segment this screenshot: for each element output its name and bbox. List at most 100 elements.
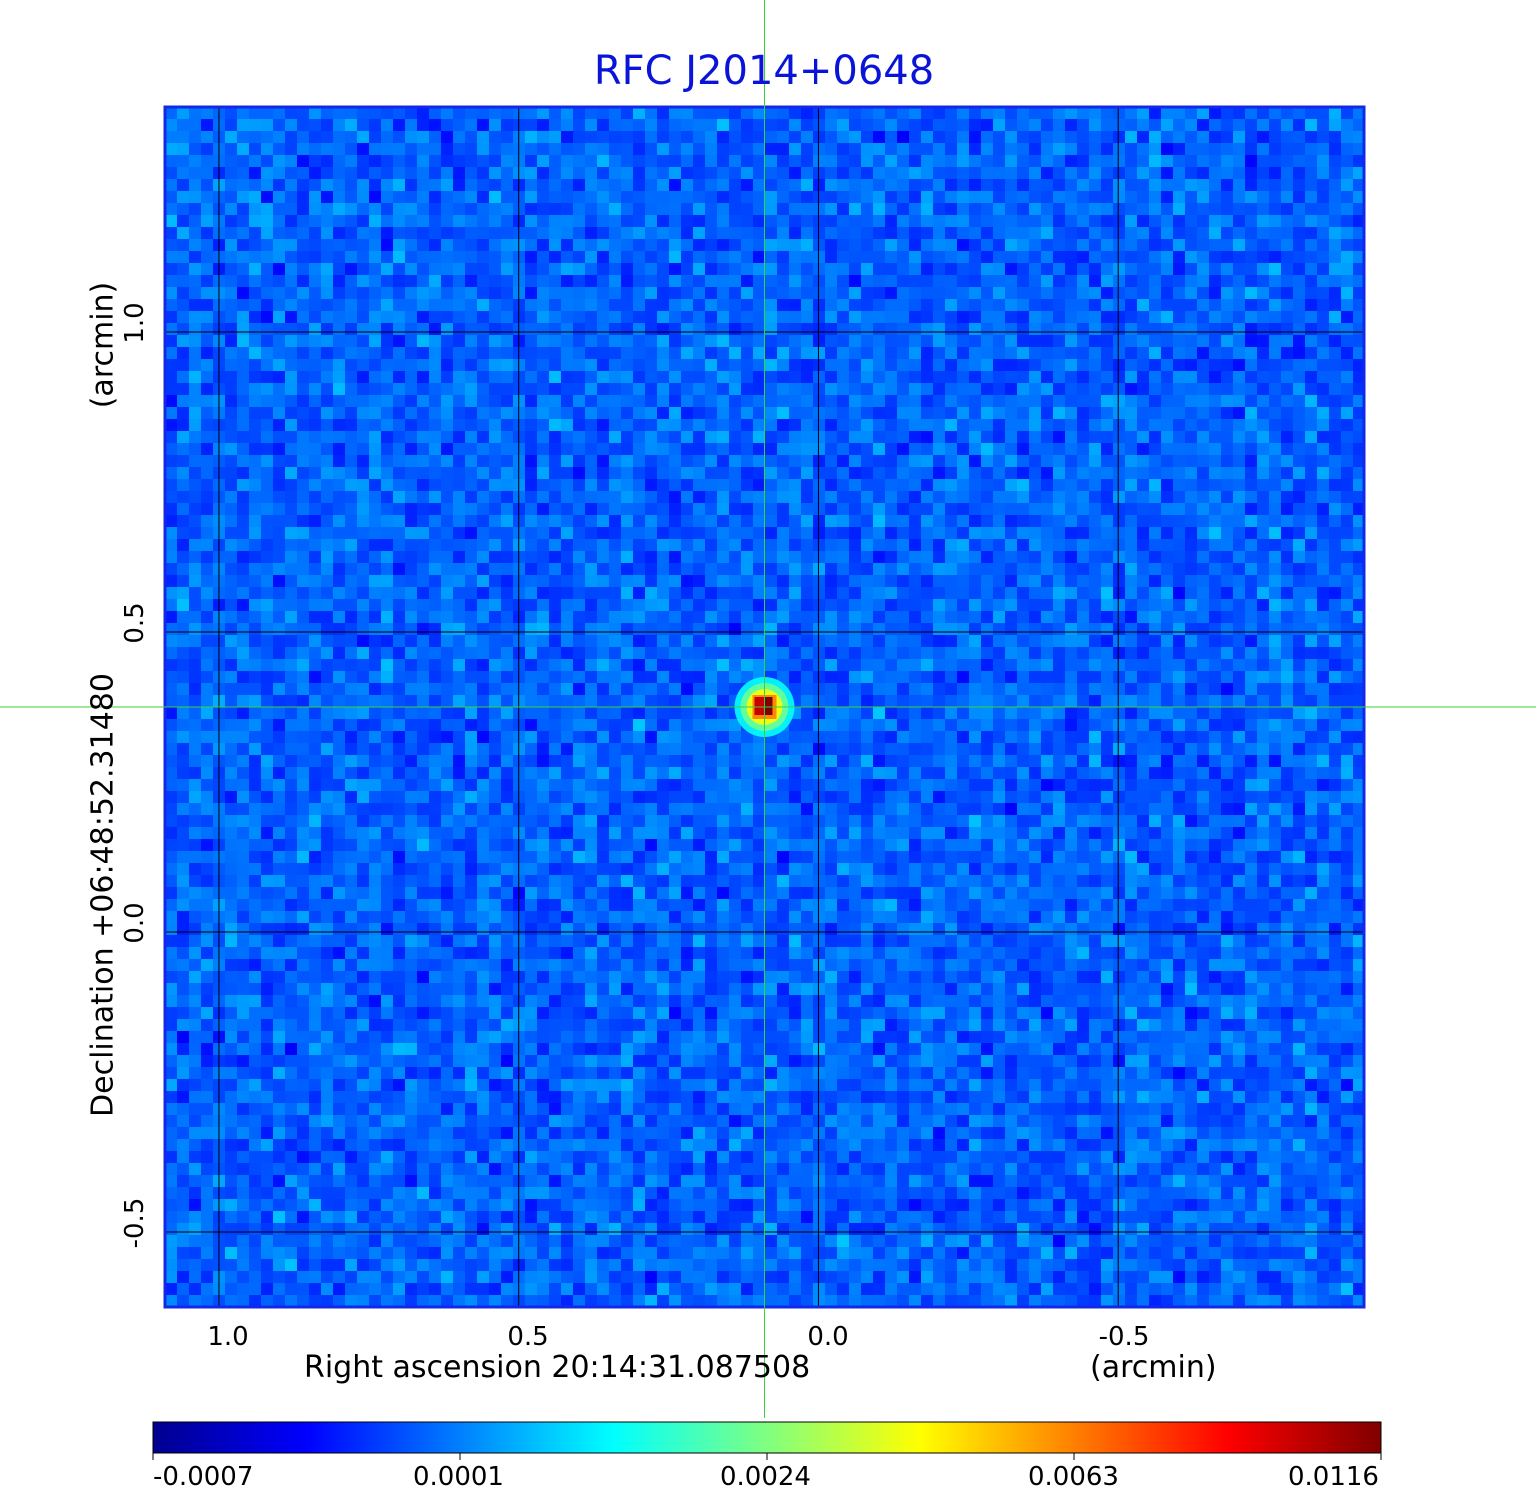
noise-pixel [1065, 419, 1077, 431]
noise-pixel [1281, 323, 1293, 335]
noise-pixel [561, 503, 573, 515]
noise-pixel [573, 143, 585, 155]
noise-pixel [1161, 287, 1173, 299]
noise-pixel [693, 443, 705, 455]
noise-pixel [1137, 119, 1149, 131]
noise-pixel [225, 107, 237, 119]
noise-pixel [1161, 371, 1173, 383]
noise-pixel [1089, 215, 1101, 227]
noise-pixel [981, 299, 993, 311]
noise-pixel [1017, 239, 1029, 251]
noise-pixel [249, 107, 261, 119]
noise-pixel [561, 407, 573, 419]
noise-pixel [441, 407, 453, 419]
noise-pixel [1197, 431, 1209, 443]
noise-pixel [801, 287, 813, 299]
noise-pixel [765, 323, 777, 335]
noise-pixel [321, 635, 333, 647]
noise-pixel [1113, 395, 1125, 407]
noise-pixel [465, 671, 477, 683]
noise-pixel [165, 359, 177, 371]
noise-pixel [1245, 539, 1257, 551]
noise-pixel [825, 119, 837, 131]
noise-pixel [1041, 203, 1053, 215]
noise-pixel [609, 587, 621, 599]
noise-pixel [921, 323, 933, 335]
noise-pixel [1293, 575, 1305, 587]
noise-pixel [1065, 203, 1077, 215]
noise-pixel [813, 587, 825, 599]
noise-pixel [1185, 647, 1197, 659]
noise-pixel [693, 359, 705, 371]
noise-pixel [1113, 371, 1125, 383]
noise-pixel [1017, 479, 1029, 491]
noise-pixel [381, 119, 393, 131]
noise-pixel [1245, 611, 1257, 623]
noise-pixel [273, 395, 285, 407]
noise-pixel [993, 695, 1005, 707]
noise-pixel [981, 623, 993, 635]
noise-pixel [837, 299, 849, 311]
noise-pixel [729, 323, 741, 335]
noise-pixel [969, 611, 981, 623]
noise-pixel [681, 407, 693, 419]
noise-pixel [1257, 239, 1269, 251]
noise-pixel [1173, 587, 1185, 599]
noise-pixel [1269, 167, 1281, 179]
noise-pixel [261, 371, 273, 383]
noise-pixel [633, 323, 645, 335]
noise-pixel [1185, 359, 1197, 371]
noise-pixel [957, 119, 969, 131]
noise-pixel [609, 143, 621, 155]
noise-pixel [693, 131, 705, 143]
noise-pixel [1269, 407, 1281, 419]
noise-pixel [1221, 443, 1233, 455]
noise-pixel [441, 395, 453, 407]
noise-pixel [765, 239, 777, 251]
noise-pixel [621, 671, 633, 683]
noise-pixel [393, 587, 405, 599]
noise-pixel [741, 527, 753, 539]
noise-pixel [885, 467, 897, 479]
noise-pixel [597, 239, 609, 251]
noise-pixel [1137, 371, 1149, 383]
noise-pixel [1197, 479, 1209, 491]
noise-pixel [609, 299, 621, 311]
noise-pixel [1245, 491, 1257, 503]
noise-pixel [1017, 263, 1029, 275]
noise-pixel [1281, 503, 1293, 515]
noise-pixel [333, 551, 345, 563]
noise-pixel [1137, 311, 1149, 323]
noise-pixel [777, 251, 789, 263]
noise-pixel [609, 647, 621, 659]
noise-pixel [1125, 599, 1137, 611]
noise-pixel [1017, 635, 1029, 647]
noise-pixel [1221, 335, 1233, 347]
noise-pixel [573, 131, 585, 143]
noise-pixel [957, 347, 969, 359]
noise-pixel [1221, 479, 1233, 491]
noise-pixel [573, 443, 585, 455]
noise-pixel [849, 587, 861, 599]
noise-pixel [1029, 623, 1041, 635]
noise-pixel [801, 683, 813, 695]
noise-pixel [381, 623, 393, 635]
noise-pixel [777, 623, 789, 635]
noise-pixel [945, 515, 957, 527]
noise-pixel [1029, 155, 1041, 167]
noise-pixel [393, 527, 405, 539]
noise-pixel [501, 203, 513, 215]
noise-pixel [753, 119, 765, 131]
noise-pixel [609, 575, 621, 587]
noise-pixel [417, 251, 429, 263]
noise-pixel [957, 107, 969, 119]
noise-pixel [717, 599, 729, 611]
noise-pixel [1149, 431, 1161, 443]
noise-pixel [1245, 695, 1257, 707]
noise-pixel [825, 371, 837, 383]
noise-pixel [669, 215, 681, 227]
noise-pixel [477, 275, 489, 287]
noise-pixel [633, 119, 645, 131]
noise-pixel [405, 431, 417, 443]
noise-pixel [621, 299, 633, 311]
